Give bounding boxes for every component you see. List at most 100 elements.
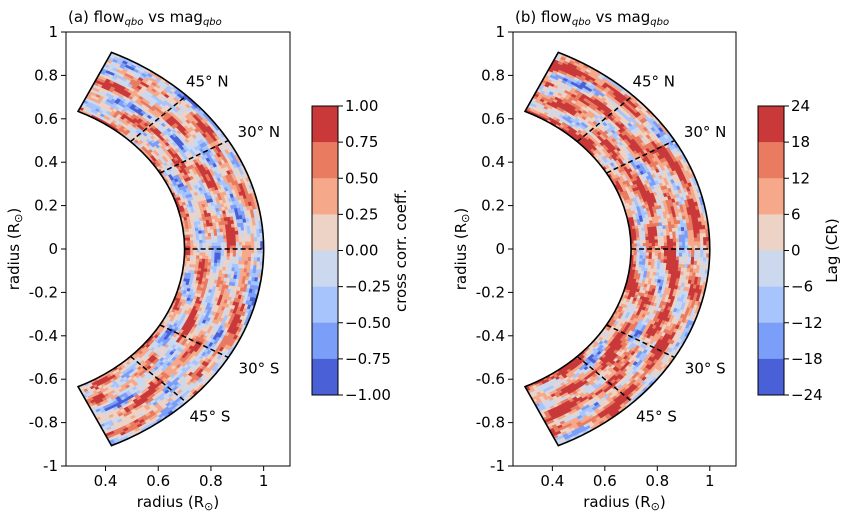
heatmap-cell <box>199 251 204 256</box>
latitude-label: 30° S <box>239 360 280 378</box>
heatmap-cell <box>193 239 197 244</box>
heatmap-cell <box>672 241 677 246</box>
heatmap-cell <box>208 255 213 260</box>
heatmap-cell <box>217 255 222 260</box>
heatmap-cell <box>211 255 216 260</box>
heatmap-cell <box>636 239 641 244</box>
y-tick-label: 0 <box>48 240 58 258</box>
heatmap-cell <box>654 238 659 243</box>
heatmap-cell <box>238 252 243 257</box>
heatmap-cell <box>244 240 249 246</box>
heatmap-cell <box>663 241 668 246</box>
y-tick-label: -0.8 <box>29 414 58 432</box>
y-tick-label: -0.4 <box>29 327 58 345</box>
heatmap-cell <box>211 242 216 247</box>
heatmap-cell <box>666 241 671 246</box>
colorbar-segment <box>312 142 338 179</box>
heatmap-cell <box>211 251 216 256</box>
panel-b: 45° N30° N30° S45° S0.4 0.6 0.8 1-1-0.8-0.6… <box>452 8 841 513</box>
heatmap-cell <box>238 241 243 246</box>
heatmap-cell <box>648 242 653 247</box>
y-axis-label: radius (R⊙) <box>5 208 25 291</box>
heatmap-cell <box>202 255 207 259</box>
heatmap-cell <box>250 240 255 246</box>
heatmap-cell <box>190 254 194 259</box>
heatmap-cell <box>669 238 674 243</box>
x-tick-label: 0.6 <box>146 472 170 490</box>
heatmap-cell <box>669 241 674 246</box>
heatmap-cell <box>244 252 249 258</box>
y-tick-label: 0.6 <box>34 110 58 128</box>
heatmap-cell <box>214 241 219 246</box>
colorbar-tick-label: 0.75 <box>345 133 378 151</box>
heatmap-cell <box>672 255 677 261</box>
heatmap-cell <box>235 256 240 261</box>
heatmap-cell <box>250 252 255 258</box>
heatmap-cell <box>636 251 641 256</box>
heatmap-cell <box>238 256 243 261</box>
heatmap-cell <box>648 251 653 256</box>
heatmap-cell <box>651 251 656 256</box>
colorbar-segment <box>312 106 338 143</box>
heatmap-cell <box>223 252 228 257</box>
heatmap-cell <box>245 244 249 250</box>
heatmap-cell <box>190 242 194 247</box>
heatmap-cell <box>254 252 258 258</box>
heatmap-cell <box>669 255 674 260</box>
latitude-label: 45° N <box>186 73 229 91</box>
heatmap-cell <box>666 252 671 257</box>
heatmap-cell <box>217 241 222 246</box>
heatmap-cell <box>636 242 641 247</box>
heatmap-cell <box>208 238 213 243</box>
colorbar-tick-label: 0.50 <box>345 169 378 187</box>
heatmap-cell <box>663 238 668 243</box>
heatmap-cell <box>642 242 647 247</box>
heatmap-cell <box>205 248 210 253</box>
heatmap-cell <box>241 241 246 246</box>
heatmap-cell <box>220 255 225 260</box>
heatmap-cell <box>223 255 228 260</box>
heatmap-cell <box>214 252 219 257</box>
colorbar-segment <box>312 358 338 396</box>
x-tick-label: 0.8 <box>199 472 223 490</box>
heatmap-cell <box>633 251 638 256</box>
heatmap-cell <box>663 255 668 260</box>
heatmap-cell <box>657 255 662 260</box>
heatmap-cell <box>214 238 219 243</box>
heatmap-cell <box>672 237 677 243</box>
heatmap-cell <box>211 238 216 243</box>
heatmap-cell <box>660 255 665 260</box>
heatmap-cell <box>220 252 225 257</box>
heatmap-cell <box>226 252 231 257</box>
heatmap-cell <box>257 252 261 258</box>
heatmap-cell <box>208 242 213 247</box>
heatmap-cell <box>247 252 252 258</box>
heatmap-cell <box>651 238 656 243</box>
y-tick-label: 0.8 <box>34 66 58 84</box>
heatmap-cell <box>196 254 200 259</box>
heatmap-cell <box>663 252 668 257</box>
colorbar-tick-label: −1.00 <box>345 386 391 404</box>
heatmap-cell <box>202 251 207 256</box>
heatmap-cell <box>639 239 644 244</box>
heatmap-cell <box>232 255 237 261</box>
heatmap-cell <box>669 252 674 257</box>
heatmap-cell <box>639 254 644 259</box>
heatmap-cell <box>223 241 228 246</box>
heatmap-cell <box>244 237 249 242</box>
y-tick-label: -0.2 <box>29 283 58 301</box>
colorbar: 1.000.750.500.250.00−0.25−0.50−0.75−1.00… <box>311 97 410 404</box>
heatmap-cell <box>187 251 191 256</box>
heatmap-cell <box>205 251 210 256</box>
heatmap-cell <box>217 252 222 257</box>
heatmap-cell <box>187 239 191 244</box>
x-axis-label: radius (R⊙) <box>137 493 220 513</box>
colorbar-segment <box>312 178 338 215</box>
heatmap-cell <box>214 255 219 260</box>
heatmap-cell <box>660 241 665 246</box>
heatmap-cell <box>235 241 240 246</box>
heatmap-cell <box>645 239 650 244</box>
heatmap-cell <box>232 241 237 246</box>
heatmap-cell <box>666 255 671 260</box>
colorbar-label: cross corr. coeff. <box>392 189 410 312</box>
